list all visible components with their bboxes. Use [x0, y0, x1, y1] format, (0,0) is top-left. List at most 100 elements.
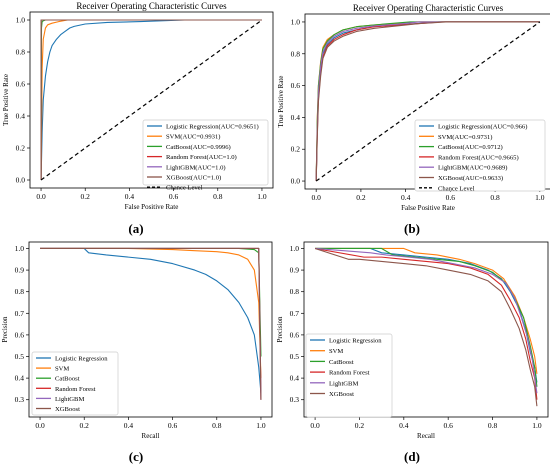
panel-label: (a): [128, 221, 143, 236]
legend-label: Random Forest(AUC=1.0): [166, 154, 237, 161]
legend: Logistic Regression SVM CatBoost Random For…: [305, 333, 393, 418]
series-line-1: [40, 19, 262, 181]
y-axis-label: Precision: [1, 316, 9, 343]
y-axis-label: True Positive Rate: [2, 74, 10, 126]
x-tick-label: 0.4: [124, 421, 134, 430]
legend-label: SVM(AUC=0.9731): [438, 134, 492, 141]
x-tick-label: 0.2: [81, 192, 91, 201]
x-tick-label: 0.6: [443, 421, 453, 430]
y-tick-label: 0.5: [290, 352, 300, 361]
series-line-6: [40, 19, 262, 180]
legend-label: Logistic Regression: [55, 356, 108, 363]
y-tick-label: 0.3: [290, 395, 300, 404]
legend-label: XGBoost: [55, 406, 80, 413]
legend-label: Chance Level: [166, 185, 203, 192]
y-tick-label: 0.8: [16, 48, 26, 57]
legend-label: CatBoost: [55, 376, 80, 383]
y-tick-label: 0.6: [291, 81, 301, 90]
x-tick-label: 0.8: [490, 193, 500, 202]
y-tick-label: 0.3: [15, 395, 25, 404]
series-line-3: [315, 21, 540, 182]
x-axis-label: False Positive Rate: [125, 203, 179, 211]
legend-label: CatBoost(AUC=0.9996): [166, 144, 231, 151]
series-line-3: [40, 247, 262, 357]
legend: Logistic Regression(AUC=0.9651) SVM(AUC=0…: [142, 119, 269, 192]
series-line-2: [315, 247, 538, 374]
legend-label: XGBoost(AUC=0.9633): [438, 175, 503, 182]
y-tick-label: 0.6: [15, 330, 25, 339]
legend-box: [142, 119, 269, 186]
y-tick-label: 0.7: [15, 309, 25, 318]
series-line-5: [315, 21, 540, 182]
y-tick-label: 0.5: [15, 352, 25, 361]
legend: Logistic Regression(AUC=0.966) SVM(AUC=0.…: [414, 119, 546, 192]
x-tick-label: 0.6: [169, 192, 179, 201]
x-tick-label: 1.0: [257, 192, 267, 201]
legend-label: Random Forest(AUC=0.9665): [438, 154, 519, 161]
y-tick-label: 0.8: [291, 49, 301, 58]
y-tick-label: 0.6: [16, 80, 26, 89]
series-group: [40, 19, 263, 181]
y-tick-label: 0.4: [290, 374, 300, 383]
plot-frame: [303, 241, 549, 418]
legend-label: Logistic Regression(AUC=0.966): [438, 124, 527, 131]
legend-box: [305, 333, 393, 418]
series-line-6: [315, 21, 540, 182]
legend-label: LightGBM: [329, 380, 358, 387]
y-axis-label: Precision: [276, 316, 284, 343]
legend-label: XGBoost(AUC=1.0): [166, 175, 221, 182]
panel-label: (b): [404, 221, 420, 236]
chart-panel-3: 0.0 0.2 0.4 0.6 0.8 1.0 0.3 0.4 0.5 0.6 0.7 0.8 0.9 1…: [1, 241, 273, 440]
x-tick-label: 0.2: [356, 193, 366, 202]
y-tick-label: 0.9: [290, 266, 300, 275]
x-tick-label: 0.6: [168, 421, 178, 430]
x-tick-label: 0.8: [213, 192, 223, 201]
y-tick-label: 0.8: [290, 287, 300, 296]
y-tick-label: 0.4: [16, 112, 26, 121]
y-tick-label: 0.7: [290, 309, 300, 318]
x-tick-label: 1.0: [532, 421, 542, 430]
series-line-1: [40, 247, 262, 394]
legend-label: CatBoost: [329, 359, 354, 366]
legend-label: Random Forest: [55, 386, 96, 393]
y-tick-label: 0.0: [16, 176, 26, 185]
series-line-2: [40, 247, 262, 379]
x-tick-label: 0.6: [446, 193, 456, 202]
x-tick-label: 0.2: [80, 421, 90, 430]
y-tick-label: 1.0: [290, 244, 300, 253]
legend-label: Chance Level: [438, 185, 475, 192]
legend-label: Logistic Regression(AUC=0.9651): [166, 124, 259, 131]
x-tick-label: 1.0: [535, 193, 545, 202]
x-tick-label: 0.2: [355, 421, 365, 430]
x-tick-label: 0.8: [212, 421, 222, 430]
plot-frame: [29, 11, 274, 189]
x-axis-label: Recall: [417, 432, 435, 440]
series-line-7: [315, 21, 541, 182]
legend: Logistic Regression SVM CatBoost Random For…: [31, 351, 119, 416]
x-tick-label: 0.0: [310, 421, 320, 430]
series-group: [315, 21, 541, 182]
chart-panel-1: Receiver Operating Characteristic Curves…: [2, 1, 274, 211]
chart-panel-2: Receiver Operating Characteristic Curves…: [277, 3, 550, 212]
y-tick-label: 0.4: [291, 113, 301, 122]
y-tick-label: 0.6: [290, 330, 300, 339]
panel-label: (d): [404, 449, 420, 464]
plot-frame: [28, 241, 273, 418]
y-tick-label: 1.0: [15, 244, 25, 253]
series-group: [40, 247, 262, 400]
y-tick-label: 0.2: [16, 144, 26, 153]
legend-label: Logistic Regression: [329, 338, 382, 345]
y-tick-label: 0.4: [15, 374, 25, 383]
series-line-3: [315, 247, 538, 387]
legend-label: XGBoost: [329, 391, 354, 398]
chart-title: Receiver Operating Characteristic Curves: [76, 1, 227, 11]
y-tick-label: 0.0: [291, 177, 301, 186]
chart-title: Receiver Operating Characteristic Curves: [353, 3, 504, 13]
y-tick-label: 1.0: [16, 16, 26, 25]
x-tick-label: 0.0: [36, 192, 46, 201]
series-line-5: [315, 247, 538, 394]
legend-label: Random Forest: [329, 370, 370, 377]
legend-label: SVM: [329, 348, 343, 355]
x-tick-label: 0.4: [125, 192, 135, 201]
x-tick-label: 0.8: [488, 421, 498, 430]
